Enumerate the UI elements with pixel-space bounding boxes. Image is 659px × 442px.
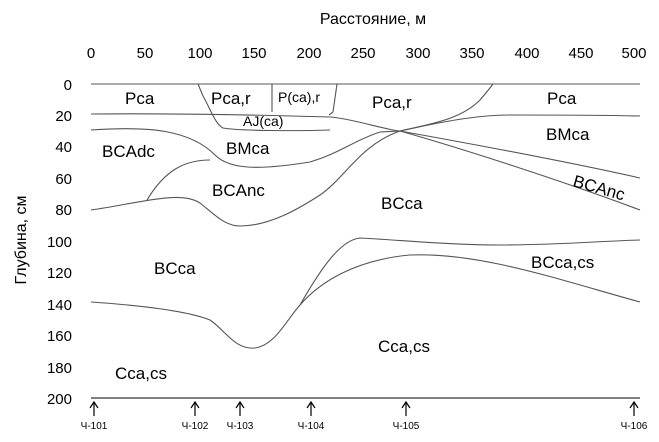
y-tick-label: 100	[47, 234, 72, 251]
horizon-label: AJ(ca)	[243, 113, 283, 129]
horizon-label: Pca,r	[372, 93, 412, 112]
boundary-p-lower	[90, 113, 401, 132]
horizon-label: BCAdc	[102, 142, 155, 161]
y-axis-title: Глубина, см	[13, 195, 30, 284]
y-tick-label: 0	[64, 77, 72, 94]
boundary-pcar-right	[399, 83, 494, 132]
horizon-label: Pca	[547, 89, 577, 108]
x-tick-label: 0	[87, 45, 95, 62]
pit-arrow-icon	[401, 400, 411, 416]
y-tick-label: 160	[47, 328, 72, 345]
horizon-label: BCAnc	[571, 172, 628, 205]
pit-label: Ч-103	[227, 421, 254, 432]
pit-arrow-icon	[629, 400, 639, 416]
y-tick-label: 40	[55, 139, 72, 156]
pit-label: Ч-105	[393, 421, 420, 432]
y-tick-labels: 0 20 40 60 80 100 120 140 160 180 200	[47, 77, 72, 408]
boundary-cca-cs	[90, 254, 641, 349]
pit-arrow-icon	[89, 400, 99, 416]
y-tick-label: 80	[55, 202, 72, 219]
pit-label: Ч-104	[298, 421, 325, 432]
horizon-boundaries	[90, 83, 641, 349]
x-tick-label: 200	[296, 45, 321, 62]
y-tick-label: 200	[47, 391, 72, 408]
horizon-label: Pca	[125, 89, 155, 108]
x-tick-label: 450	[568, 45, 593, 62]
x-tick-label: 350	[459, 45, 484, 62]
x-tick-label: 150	[241, 45, 266, 62]
boundary-bcanc-upper	[146, 159, 211, 201]
horizon-label: P(ca),r	[278, 89, 320, 105]
y-tick-label: 120	[47, 265, 72, 282]
pit-arrow-icon	[306, 400, 316, 416]
horizon-label: BCca,cs	[531, 253, 594, 272]
horizon-label: Pca,r	[211, 89, 251, 108]
x-tick-labels: 0 50 100 150 200 250 300 350 400 450 500	[87, 45, 647, 62]
pit-markers: Ч-101 Ч-102 Ч-103 Ч-104 Ч-105 Ч-106	[81, 400, 648, 432]
horizon-label: Cca,cs	[378, 337, 430, 356]
boundary-bcca-cs	[299, 237, 641, 306]
boundary-pcar-wedge	[197, 83, 331, 132]
y-tick-label: 60	[55, 171, 72, 188]
pit-label: Ч-102	[182, 421, 209, 432]
x-tick-label: 100	[187, 45, 212, 62]
x-tick-label: 300	[405, 45, 430, 62]
y-tick-label: 180	[47, 360, 72, 377]
boundary-bcanc-lower	[90, 130, 641, 227]
horizon-label: BCca	[381, 194, 423, 213]
x-tick-label: 500	[621, 45, 646, 62]
horizon-label: BCAnc	[212, 181, 265, 200]
pit-label: Ч-101	[81, 421, 108, 432]
boundary-pcar-box	[271, 83, 338, 116]
horizon-labels: Pca Pca,r P(ca),r Pca,r Pca AJ(ca) BCAdc…	[102, 89, 627, 383]
pit-arrow-icon	[190, 400, 200, 416]
horizon-label: BMca	[226, 139, 270, 158]
horizon-label: BCca	[154, 259, 196, 278]
x-axis-title: Расстояние, м	[320, 11, 426, 28]
x-tick-label: 50	[137, 45, 154, 62]
boundary-pca-right	[399, 114, 641, 132]
x-tick-label: 250	[350, 45, 375, 62]
x-tick-label: 400	[514, 45, 539, 62]
y-tick-label: 140	[47, 297, 72, 314]
pit-arrow-icon	[235, 400, 245, 416]
y-tick-label: 20	[55, 108, 72, 125]
horizon-label: Cca,cs	[115, 364, 167, 383]
pit-label: Ч-106	[621, 421, 648, 432]
horizon-label: BMca	[546, 125, 590, 144]
boundary-bmca	[90, 128, 641, 179]
